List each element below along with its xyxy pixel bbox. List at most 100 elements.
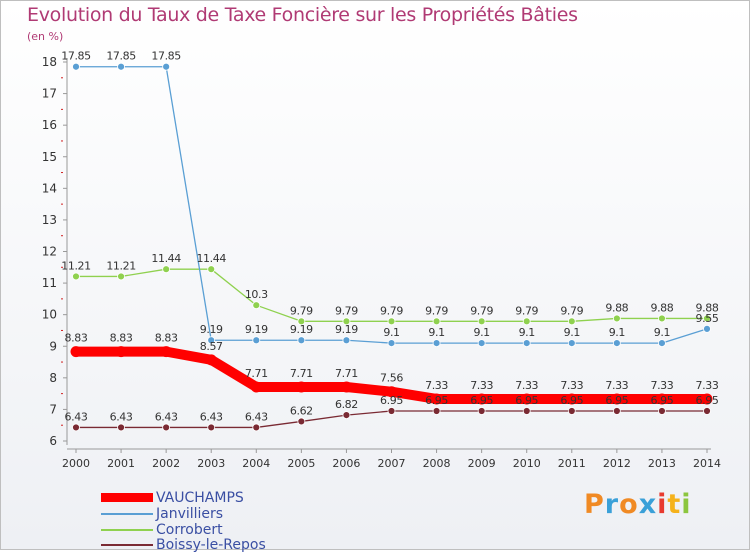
data-point-vauchamps[interactable] xyxy=(611,393,623,405)
data-point-boissy-le-repos[interactable] xyxy=(252,423,261,432)
x-tick-label: 2010 xyxy=(513,457,541,470)
data-point-corrobert[interactable] xyxy=(612,314,621,323)
data-point-corrobert[interactable] xyxy=(567,317,576,326)
y-tick-label: 18 xyxy=(42,55,57,69)
data-point-janvilliers[interactable] xyxy=(432,339,441,347)
data-point-boissy-le-repos[interactable] xyxy=(162,423,171,432)
data-point-corrobert[interactable] xyxy=(703,314,711,323)
x-tick-label: 2007 xyxy=(378,457,406,470)
data-point-vauchamps[interactable] xyxy=(701,393,713,405)
data-point-corrobert[interactable] xyxy=(207,265,216,274)
data-label-boissy-le-repos: 6.82 xyxy=(335,398,358,411)
data-label-boissy-le-repos: 6.43 xyxy=(200,410,223,423)
data-label-corrobert: 9.79 xyxy=(470,304,493,317)
logo-letter: i xyxy=(681,489,692,520)
logo-letter: x xyxy=(638,489,658,520)
data-point-vauchamps[interactable] xyxy=(295,381,307,393)
data-label-janvilliers: 9.55 xyxy=(696,312,719,325)
data-point-corrobert[interactable] xyxy=(297,317,306,326)
x-tick-label: 2005 xyxy=(287,457,315,470)
data-point-janvilliers[interactable] xyxy=(117,62,125,71)
data-label-boissy-le-repos: 6.95 xyxy=(650,394,673,407)
x-tick-label: 2012 xyxy=(603,457,631,470)
data-point-corrobert[interactable] xyxy=(72,272,80,281)
data-point-boissy-le-repos[interactable] xyxy=(432,407,441,415)
data-point-corrobert[interactable] xyxy=(477,317,486,326)
data-point-vauchamps[interactable] xyxy=(70,346,82,358)
data-point-vauchamps[interactable] xyxy=(160,346,172,358)
data-point-vauchamps[interactable] xyxy=(521,393,533,405)
data-point-boissy-le-repos[interactable] xyxy=(567,407,576,415)
data-point-janvilliers[interactable] xyxy=(658,339,666,347)
x-tick-label: 2003 xyxy=(197,457,225,470)
data-label-corrobert: 9.79 xyxy=(290,304,313,317)
data-point-janvilliers[interactable] xyxy=(252,336,261,345)
data-point-janvilliers[interactable] xyxy=(207,336,216,345)
data-point-vauchamps[interactable] xyxy=(656,393,668,405)
data-point-corrobert[interactable] xyxy=(342,317,351,326)
data-point-boissy-le-repos[interactable] xyxy=(612,407,621,415)
data-label-corrobert: 11.44 xyxy=(196,252,226,265)
data-point-janvilliers[interactable] xyxy=(567,339,576,347)
data-label-boissy-le-repos: 6.43 xyxy=(110,410,133,423)
data-label-boissy-le-repos: 6.62 xyxy=(290,404,313,417)
data-label-vauchamps: 8.57 xyxy=(200,340,223,353)
data-point-vauchamps[interactable] xyxy=(431,393,443,405)
data-point-boissy-le-repos[interactable] xyxy=(297,417,306,426)
data-label-boissy-le-repos: 6.95 xyxy=(605,394,628,407)
logo-letter: i xyxy=(657,489,668,520)
data-point-vauchamps[interactable] xyxy=(205,354,217,366)
data-point-boissy-le-repos[interactable] xyxy=(658,407,666,415)
data-point-vauchamps[interactable] xyxy=(566,393,578,405)
x-tick-label: 2004 xyxy=(242,457,270,470)
data-label-corrobert: 11.21 xyxy=(106,259,136,272)
data-labels-layer: 17.85 17.85 17.85 9.19 9.19 9.19 9.19 9.1 9.1 9.1… xyxy=(61,50,719,424)
data-label-vauchamps: 7.71 xyxy=(290,367,313,380)
data-point-janvilliers[interactable] xyxy=(162,62,171,71)
data-point-corrobert[interactable] xyxy=(658,314,666,323)
data-point-boissy-le-repos[interactable] xyxy=(207,423,216,432)
data-point-janvilliers[interactable] xyxy=(387,339,396,347)
data-point-janvilliers[interactable] xyxy=(72,62,80,71)
y-tick-label: 10 xyxy=(42,308,57,322)
data-point-boissy-le-repos[interactable] xyxy=(117,423,125,432)
data-point-vauchamps[interactable] xyxy=(115,346,127,358)
data-point-boissy-le-repos[interactable] xyxy=(387,407,396,415)
data-label-janvilliers: 9.1 xyxy=(519,326,535,339)
legend-label-janvilliers: Janvilliers xyxy=(156,506,224,522)
data-label-corrobert: 9.88 xyxy=(650,301,673,314)
legend-swatch-corrobert xyxy=(101,529,153,531)
data-point-janvilliers[interactable] xyxy=(612,339,621,347)
data-label-vauchamps: 7.33 xyxy=(515,379,538,392)
legend-label-corrobert: Corrobert xyxy=(156,522,223,538)
x-tick-label: 2008 xyxy=(423,457,451,470)
data-point-corrobert[interactable] xyxy=(432,317,441,326)
data-point-vauchamps[interactable] xyxy=(340,381,352,393)
y-tick-label: 15 xyxy=(42,150,57,164)
data-point-janvilliers[interactable] xyxy=(342,336,351,345)
data-point-boissy-le-repos[interactable] xyxy=(703,407,711,415)
data-point-corrobert[interactable] xyxy=(387,317,396,326)
data-point-janvilliers[interactable] xyxy=(477,339,486,347)
data-point-corrobert[interactable] xyxy=(117,272,125,281)
data-point-vauchamps[interactable] xyxy=(386,386,397,398)
data-point-vauchamps[interactable] xyxy=(476,393,488,405)
data-point-boissy-le-repos[interactable] xyxy=(72,423,80,432)
data-point-janvilliers[interactable] xyxy=(703,324,711,333)
data-point-janvilliers[interactable] xyxy=(297,336,306,345)
data-point-boissy-le-repos[interactable] xyxy=(477,407,486,415)
data-point-boissy-le-repos[interactable] xyxy=(342,411,351,420)
axes: 6 7 8 9 10 11 12 13 14 15 16 17 18 2000 2001 2002 2003 20… xyxy=(42,55,721,470)
data-point-corrobert[interactable] xyxy=(162,265,171,274)
data-point-vauchamps[interactable] xyxy=(250,381,262,393)
x-tick-label: 2006 xyxy=(332,457,360,470)
data-point-janvilliers[interactable] xyxy=(522,339,531,347)
data-label-janvilliers: 9.1 xyxy=(473,326,489,339)
data-point-boissy-le-repos[interactable] xyxy=(522,407,531,415)
data-point-corrobert[interactable] xyxy=(252,301,261,310)
legend-swatch-janvilliers xyxy=(101,513,153,515)
data-point-corrobert[interactable] xyxy=(522,317,531,326)
data-label-janvilliers: 9.1 xyxy=(609,326,625,339)
y-tick-label: 11 xyxy=(42,276,57,290)
